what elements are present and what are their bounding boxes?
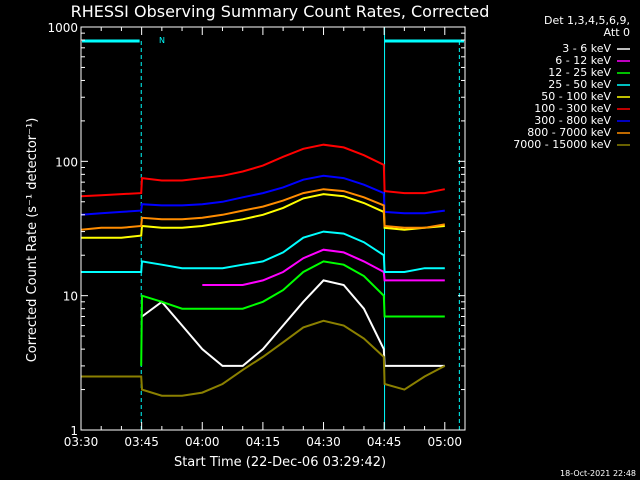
- legend-entry-6: 100 - 300 keV: [534, 102, 630, 115]
- timestamp: 18-Oct-2021 22:48: [560, 469, 636, 478]
- legend-entry-9: 7000 - 15000 keV: [513, 138, 630, 151]
- x-tick-label: 04:30: [306, 435, 341, 449]
- legend-label: 25 - 50 keV: [548, 78, 611, 91]
- series-line-8: [80, 188, 445, 231]
- y-tick-label: 1000: [47, 21, 78, 35]
- legend-label: 7000 - 15000 keV: [513, 138, 611, 151]
- legend-entry-7: 300 - 800 keV: [534, 114, 630, 127]
- legend-entry-1: 3 - 6 keV: [562, 42, 630, 55]
- chart-title: RHESSI Observing Summary Count Rates, Co…: [71, 2, 490, 21]
- series-line-6: [80, 143, 445, 198]
- legend-entry-8: 800 - 7000 keV: [527, 126, 630, 139]
- legend-label: 3 - 6 keV: [562, 42, 611, 55]
- legend-label: 100 - 300 keV: [534, 102, 611, 115]
- y-tick-label: 10: [63, 290, 78, 304]
- x-tick-label: 04:15: [246, 435, 281, 449]
- series-line-4: [81, 230, 445, 273]
- legend-label: 12 - 25 keV: [548, 66, 611, 79]
- y-tick-label: 1: [70, 424, 78, 438]
- series-line-1: [141, 279, 445, 367]
- x-tick-label: 04:45: [367, 435, 402, 449]
- x-axis-label: Start Time (22-Dec-06 03:29:42): [174, 455, 386, 470]
- legend-label: 6 - 12 keV: [555, 54, 611, 67]
- x-tick-label: 03:45: [124, 435, 159, 449]
- legend-header-line1: Det 1,3,4,5,6,9,: [544, 14, 630, 27]
- legend-entry-3: 12 - 25 keV: [548, 66, 630, 79]
- legend-entry-5: 50 - 100 keV: [541, 90, 630, 103]
- legend-entry-4: 25 - 50 keV: [548, 78, 630, 91]
- y-axis-label: Corrected Count Rate (s⁻¹ detector⁻¹): [25, 118, 40, 363]
- plot-frame: [80, 26, 466, 431]
- x-tick-label: 04:00: [185, 435, 220, 449]
- y-tick-label: 100: [55, 155, 78, 169]
- plot-layer: 1 10 100 1000 03:30 03:45 04:00 04:15 04:30 04:45…: [47, 21, 630, 449]
- legend-label: 300 - 800 keV: [534, 114, 611, 127]
- night-bar-label: N: [159, 36, 165, 45]
- series-line-2: [202, 248, 445, 286]
- legend-entry-2: 6 - 12 keV: [555, 54, 630, 67]
- legend-label: 50 - 100 keV: [541, 90, 611, 103]
- y-axis-label-group: Corrected Count Rate (s⁻¹ detector⁻¹): [25, 118, 40, 363]
- series-line-9: [81, 319, 446, 397]
- x-tick-label: 05:00: [427, 435, 462, 449]
- series-line-3: [140, 260, 445, 366]
- legend-header-line2: Att 0: [604, 26, 630, 39]
- legend-label: 800 - 7000 keV: [527, 126, 611, 139]
- x-tick-label: 03:30: [64, 435, 99, 449]
